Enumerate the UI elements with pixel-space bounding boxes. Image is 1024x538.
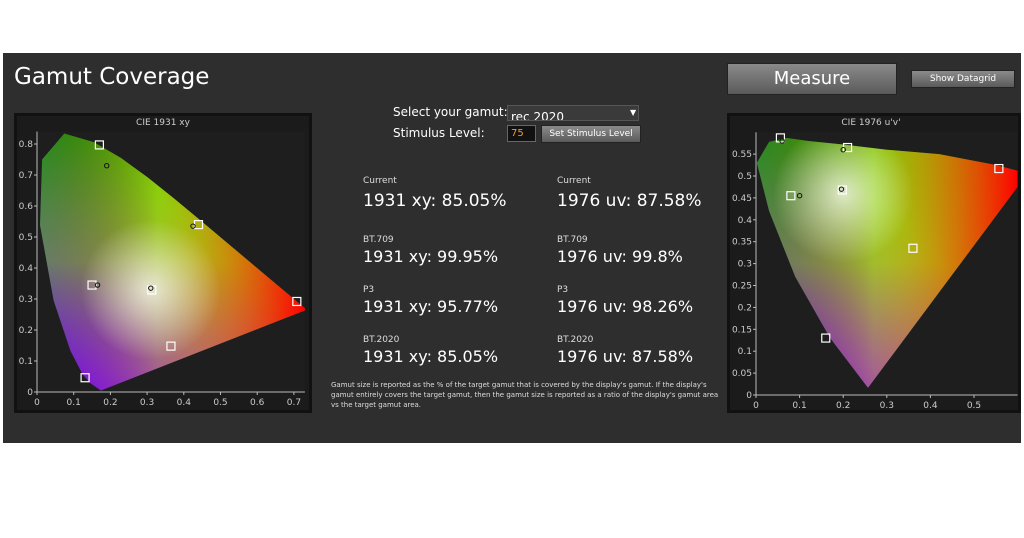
target-point	[908, 243, 918, 253]
stat-value: 1976 uv: 98.26%	[557, 297, 694, 316]
target-point	[80, 373, 90, 383]
target-point	[87, 280, 97, 290]
stat-label: BT.2020	[557, 335, 594, 345]
gamut-label: Select your gamut:	[393, 105, 508, 119]
measured-point	[779, 138, 785, 144]
y-tick-label: 0.15	[732, 325, 752, 335]
stat-value: 1931 xy: 85.05%	[363, 191, 507, 211]
y-tick-label: 0.5	[738, 172, 752, 182]
x-tick-label: 0.1	[67, 398, 81, 408]
y-tick-label: 0.4	[738, 216, 753, 226]
target-point	[821, 333, 831, 343]
y-tick-label: 0.25	[732, 282, 752, 292]
x-tick-label: 0.5	[213, 398, 227, 408]
y-tick-label: 0.7	[19, 171, 33, 181]
stat-value: 1931 xy: 99.95%	[363, 247, 499, 266]
stat-label: BT.709	[557, 235, 588, 245]
stat-label: Current	[363, 176, 397, 186]
datagrid-button[interactable]: Show Datagrid	[911, 70, 1015, 88]
stimulus-input[interactable]: 75	[507, 125, 536, 142]
title: Gamut Coverage	[14, 64, 210, 90]
measured-point	[796, 193, 803, 199]
y-tick-label: 0.1	[738, 347, 752, 357]
stimulus-button[interactable]: Set Stimulus Level	[541, 125, 641, 143]
x-tick-label: 0.1	[792, 401, 806, 411]
y-tick-label: 0.2	[19, 326, 33, 336]
target-point	[994, 163, 1004, 174]
measure-button[interactable]: Measure	[727, 63, 897, 95]
measured-point	[190, 223, 196, 229]
x-tick-label: 0.2	[103, 398, 117, 408]
x-tick-label: 0.3	[140, 398, 154, 408]
y-tick-label: 0.6	[19, 202, 34, 212]
y-tick-label: 0.2	[738, 303, 752, 313]
stimulus-label: Stimulus Level:	[393, 126, 485, 140]
x-tick-label: 0.7	[287, 398, 301, 408]
x-tick-label: 0.2	[836, 401, 850, 411]
target-point	[166, 341, 176, 351]
measured-point	[94, 282, 101, 288]
y-tick-label: 0.05	[732, 369, 752, 379]
y-tick-label: 0.55	[732, 150, 752, 160]
x-tick-label: 0.4	[177, 398, 192, 408]
dropdown-arrow: ▼	[630, 108, 637, 117]
target-point	[837, 185, 847, 195]
y-tick-label: 0.1	[19, 357, 33, 367]
stat-label: P3	[557, 285, 569, 295]
x-tick-label: 0.6	[250, 398, 265, 408]
y-tick-label: 0.45	[732, 194, 752, 204]
stat-label: BT.709	[363, 235, 394, 245]
x-tick-label: 0	[753, 401, 759, 411]
gamut-dropdown[interactable]: rec 2020	[507, 105, 639, 121]
stat-value: 1976 uv: 87.58%	[557, 347, 694, 366]
y-tick-label: 0.8	[19, 140, 34, 150]
white-point	[80, 219, 221, 360]
measured-point	[104, 163, 110, 169]
stat-value: 1976 uv: 99.8%	[557, 247, 683, 266]
stat-value: 1931 xy: 95.77%	[363, 297, 499, 316]
y-tick-label: 0.35	[732, 238, 752, 248]
stat-value: 1931 xy: 85.05%	[363, 347, 499, 366]
measured-point	[148, 285, 154, 291]
stat-label: Current	[557, 176, 591, 186]
y-tick-label: 0.3	[19, 295, 33, 305]
measured-point	[840, 147, 846, 153]
target-point	[292, 296, 302, 307]
note: Gamut size is reported as the % of the t…	[331, 381, 719, 409]
y-tick-label: 0.5	[19, 233, 33, 243]
chart-title: CIE 1976 u'v'	[841, 118, 900, 128]
target-point	[94, 140, 104, 150]
stat-value: 1976 uv: 87.58%	[557, 191, 702, 211]
x-tick-label: 0.4	[923, 401, 938, 411]
x-tick-label: 0.5	[967, 401, 981, 411]
x-tick-label: 0.3	[880, 401, 894, 411]
y-tick-label: 0.4	[19, 264, 34, 274]
y-tick-label: 0	[746, 391, 752, 401]
x-tick-label: 0	[34, 398, 40, 408]
y-tick-label: 0	[27, 388, 33, 398]
measured-point	[838, 186, 845, 192]
chart-title: CIE 1931 xy	[136, 118, 191, 128]
target-point	[786, 191, 796, 201]
stat-label: P3	[363, 285, 375, 295]
stat-label: BT.2020	[363, 335, 400, 345]
y-tick-label: 0.3	[738, 260, 752, 270]
